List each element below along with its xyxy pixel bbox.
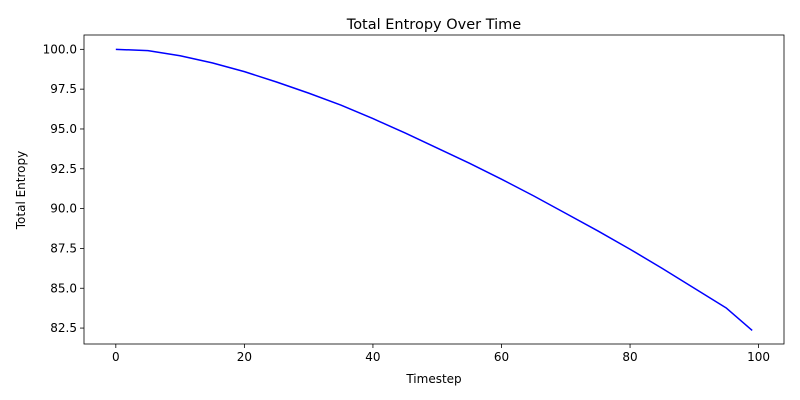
x-tick-label-1: 20 (237, 350, 252, 364)
y-tick-label-4: 92.5 (50, 162, 77, 176)
y-tick-label-6: 97.5 (50, 82, 77, 96)
y-tick-label-7: 100.0 (43, 42, 77, 56)
y-axis-label: Total Entropy (14, 151, 28, 230)
plot-area: 0 20 40 60 80 100 82.5 85.0 87.5 90.0 92.5 95.0 97.5… (43, 34, 785, 364)
series-line-0 (115, 48, 753, 332)
chart-title: Total Entropy Over Time (346, 17, 521, 33)
x-tick-label-3: 60 (494, 350, 509, 364)
y-tick-label-0: 82.5 (50, 321, 77, 335)
x-tick-label-5: 100 (747, 350, 770, 364)
x-axis-label: Timestep (405, 372, 461, 386)
x-tick-label-4: 80 (622, 350, 637, 364)
y-tick-label-5: 95.0 (50, 122, 77, 136)
y-tick-label-3: 90.0 (50, 202, 77, 216)
axes-frame (83, 34, 785, 345)
x-tick-label-2: 40 (365, 350, 380, 364)
x-tick-label-0: 0 (112, 350, 120, 364)
y-tick-label-1: 85.0 (50, 281, 77, 295)
y-tick-label-2: 87.5 (50, 241, 77, 255)
